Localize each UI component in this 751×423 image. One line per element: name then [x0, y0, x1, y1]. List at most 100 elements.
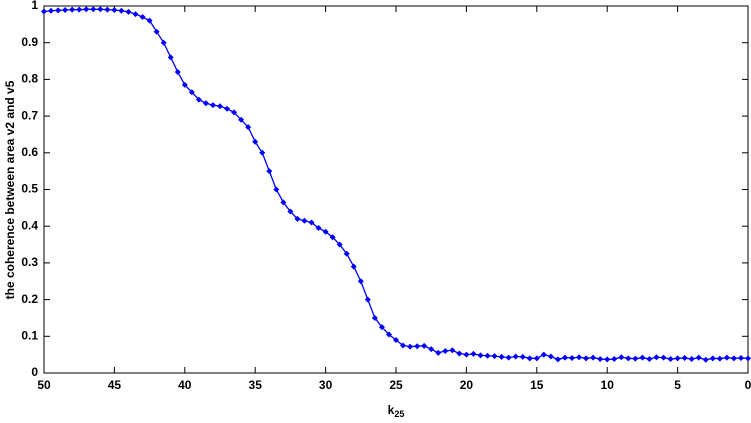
y-tick-label: 0.8 [21, 72, 38, 86]
data-marker [125, 8, 132, 15]
data-marker [442, 347, 449, 354]
data-marker [512, 353, 519, 360]
data-marker [681, 354, 688, 361]
x-tick-label: 5 [674, 378, 681, 392]
data-marker [167, 54, 174, 61]
data-marker [90, 6, 97, 13]
data-marker [118, 7, 125, 14]
data-marker [400, 342, 407, 349]
data-marker [484, 352, 491, 359]
data-marker [590, 354, 597, 361]
data-marker [153, 28, 160, 35]
data-marker [709, 355, 716, 362]
data-marker [646, 356, 653, 363]
y-axis-label: the coherence between area v2 and v5 [3, 80, 17, 299]
data-marker [132, 11, 139, 18]
data-marker [238, 116, 245, 123]
data-marker [48, 7, 55, 14]
x-tick-label: 50 [37, 378, 51, 392]
y-tick-label: 0.9 [21, 35, 38, 49]
data-marker [660, 354, 667, 361]
data-marker [540, 351, 547, 358]
data-marker [245, 124, 252, 131]
data-marker [737, 354, 744, 361]
data-marker [449, 347, 456, 354]
data-marker [202, 100, 209, 107]
y-tick-label: 0.2 [21, 292, 38, 306]
data-marker [428, 346, 435, 353]
x-axis-label-main: k [388, 403, 395, 417]
data-marker [723, 354, 730, 361]
data-marker [287, 208, 294, 215]
data-marker [533, 355, 540, 362]
data-marker [414, 343, 421, 350]
data-marker [364, 296, 371, 303]
y-tick-label: 0.7 [21, 108, 38, 122]
data-marker [160, 39, 167, 46]
y-tick-label: 0.4 [21, 218, 38, 232]
data-marker [639, 354, 646, 361]
data-marker [632, 355, 639, 362]
data-marker [181, 81, 188, 88]
x-tick-label: 10 [601, 378, 615, 392]
data-marker [561, 354, 568, 361]
data-marker [209, 102, 216, 109]
data-marker [308, 219, 315, 226]
x-tick-label: 30 [319, 378, 333, 392]
y-tick-label: 0.6 [21, 145, 38, 159]
data-marker [224, 105, 231, 112]
data-marker [104, 6, 111, 13]
data-marker [301, 217, 308, 224]
data-marker [188, 89, 195, 96]
data-marker [498, 353, 505, 360]
data-marker [111, 7, 118, 14]
data-marker [146, 17, 153, 24]
x-tick-label: 40 [178, 378, 192, 392]
data-marker [554, 356, 561, 363]
data-marker [62, 7, 69, 14]
x-tick-label: 25 [389, 378, 403, 392]
data-marker [611, 356, 618, 363]
y-tick-label: 0.3 [21, 255, 38, 269]
data-marker [526, 355, 533, 362]
data-marker [83, 6, 90, 13]
data-marker [730, 355, 737, 362]
data-marker [470, 350, 477, 357]
data-marker [716, 355, 723, 362]
y-tick-label: 0.5 [21, 182, 38, 196]
data-marker [667, 356, 674, 363]
data-marker [280, 199, 287, 206]
data-marker [385, 331, 392, 338]
y-tick-label: 0.1 [21, 328, 38, 342]
data-marker [421, 342, 428, 349]
data-marker [604, 356, 611, 363]
data-marker [463, 351, 470, 358]
data-marker [547, 353, 554, 360]
y-tick-label: 1 [31, 0, 38, 12]
data-marker [618, 354, 625, 361]
data-marker [371, 314, 378, 321]
data-marker [217, 103, 223, 110]
data-marker [695, 354, 702, 361]
x-tick-label: 0 [745, 378, 751, 392]
x-axis-label-subscript: 25 [394, 409, 404, 419]
data-marker [259, 149, 266, 156]
data-marker [294, 215, 301, 222]
x-tick-label: 15 [530, 378, 544, 392]
data-marker [252, 138, 259, 145]
data-marker [231, 109, 238, 116]
data-marker [195, 96, 202, 103]
data-marker [55, 7, 62, 14]
data-marker [343, 250, 350, 257]
data-marker [350, 263, 357, 270]
x-tick-label: 20 [460, 378, 474, 392]
data-marker [407, 343, 414, 350]
data-marker [41, 8, 47, 15]
data-marker [569, 354, 575, 361]
data-marker [435, 349, 442, 356]
data-marker [336, 241, 343, 248]
data-marker [597, 356, 604, 363]
data-marker [491, 353, 498, 360]
data-marker [76, 6, 83, 13]
